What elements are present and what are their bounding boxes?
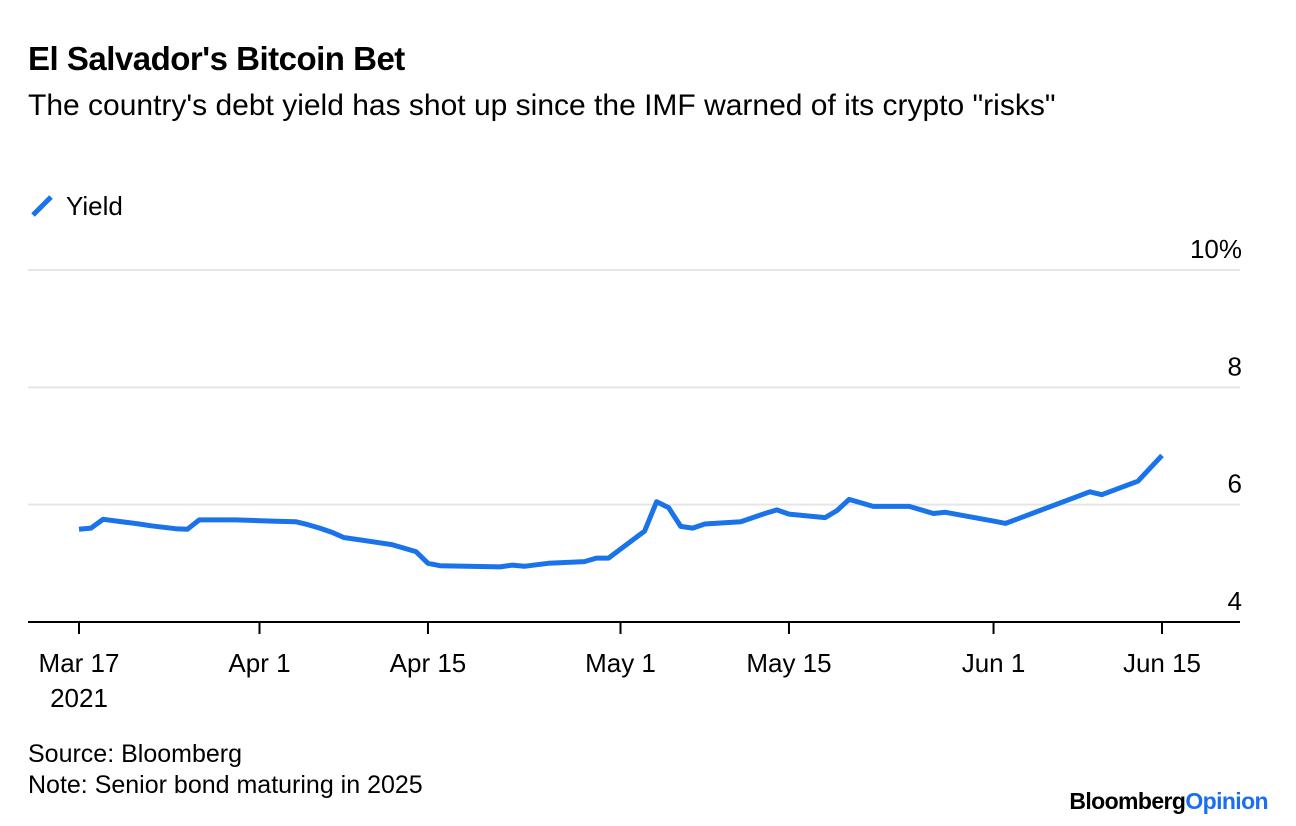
axis-layer <box>28 621 1240 634</box>
legend-swatch-yield <box>31 195 53 217</box>
brand-logo[interactable]: BloombergOpinion <box>1069 788 1268 815</box>
y-tick-label-8: 8 <box>1228 351 1242 381</box>
legend-label-yield: Yield <box>66 190 123 221</box>
x-tick-label-2021-05-01: May 1 <box>585 648 656 678</box>
source-note: Source: Bloomberg <box>28 740 243 768</box>
y-tick-label-6: 6 <box>1228 469 1242 499</box>
x-tick-label-2021-03-17: Mar 17 <box>39 648 120 678</box>
label-layer: 4 6 8 10% Mar 17 2021 Apr 1 Apr 15 May 1 May 15 Ju… <box>39 234 1242 713</box>
x-tick-label-2021-05-15: May 15 <box>746 648 831 678</box>
y-tick-label-10: 10% <box>1190 234 1242 264</box>
x-tick-label-2021-06-01: Jun 1 <box>962 648 1026 678</box>
brand-opinion: Opinion <box>1185 788 1268 814</box>
x-tick-label-2021-04-15: Apr 15 <box>390 648 467 678</box>
legend: Yield <box>28 188 123 224</box>
grid-layer <box>28 269 1240 506</box>
brand-name: Bloomberg <box>1069 788 1186 814</box>
x-tick-label-2021-06-15: Jun 15 <box>1123 648 1201 678</box>
chart-subtitle: The country's debt yield has shot up sin… <box>28 89 1056 122</box>
chart-title: El Salvador's Bitcoin Bet <box>28 40 405 77</box>
footnote: Note: Senior bond maturing in 2025 <box>28 771 423 799</box>
y-tick-label-4: 4 <box>1228 586 1242 616</box>
x-tick-label-2021-04-01: Apr 1 <box>228 648 290 678</box>
series-layer <box>78 453 1164 570</box>
series-line-yield <box>78 453 1164 570</box>
x-tick-sublabel-year: 2021 <box>50 683 108 713</box>
